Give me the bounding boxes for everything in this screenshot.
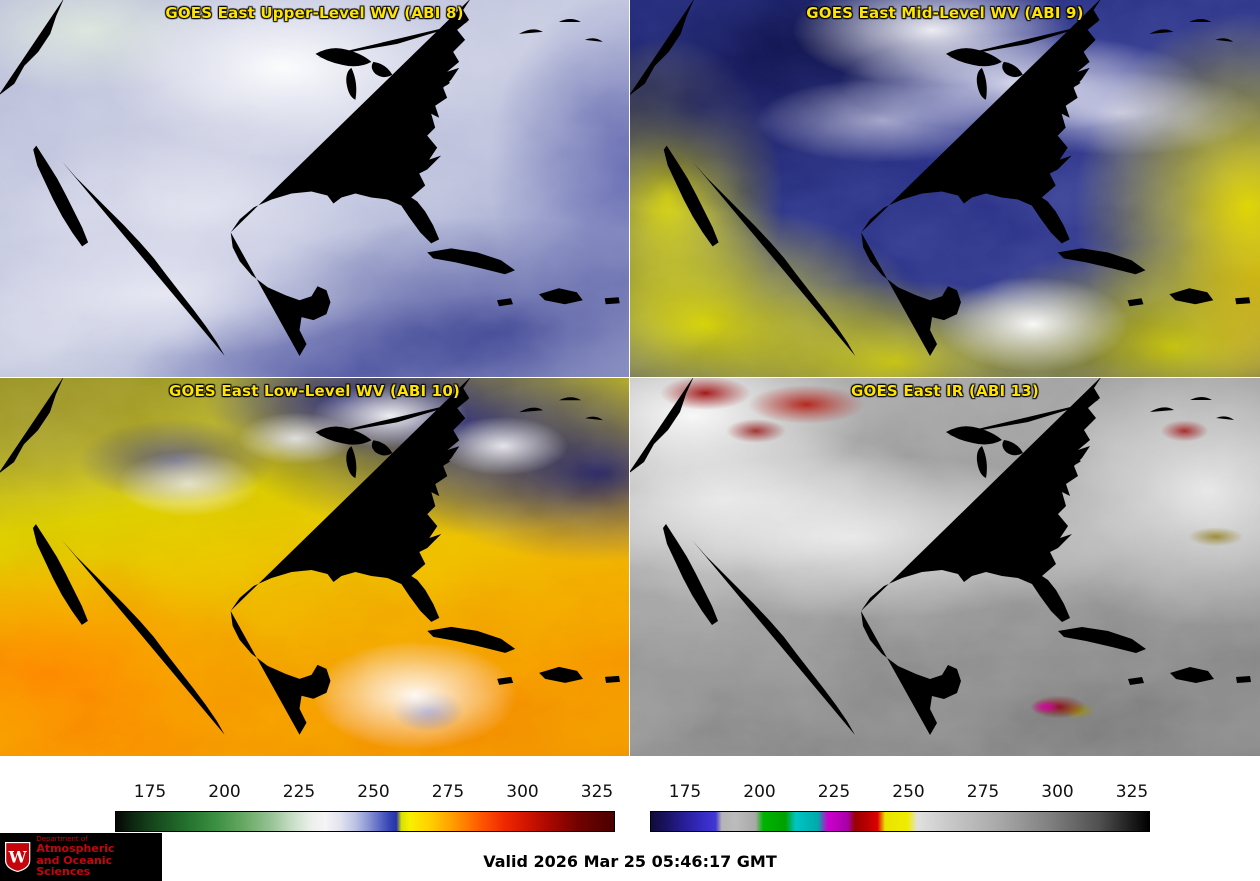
tick-label: 325 xyxy=(580,782,614,802)
tick-label: 300 xyxy=(506,782,539,802)
cloud-texture-overlay xyxy=(0,378,629,756)
tick-label: 200 xyxy=(743,782,776,802)
satellite-quadrant-grid: GOES East Upper-Level WV (ABI 8) GOES Ea… xyxy=(0,0,1260,756)
map-overlay xyxy=(0,0,620,357)
crest-letter: W xyxy=(8,848,28,867)
ir-colorbar xyxy=(650,811,1150,832)
tick-label: 300 xyxy=(1041,782,1074,802)
map-overlay xyxy=(0,378,621,735)
tick-label: 175 xyxy=(668,782,702,802)
panel-upper-level-wv: GOES East Upper-Level WV (ABI 8) xyxy=(0,0,630,378)
tick-label: 275 xyxy=(431,782,465,802)
uw-aos-logo: W Department of Atmospheric and Oceanic … xyxy=(0,833,162,881)
panel-title: GOES East IR (ABI 13) xyxy=(850,382,1039,400)
wv-colorbar-ticks: 175 200 225 250 275 300 325 xyxy=(115,782,615,804)
ir-colorbar-ticks: 175 200 225 250 275 300 325 xyxy=(650,782,1150,804)
tick-label: 250 xyxy=(357,782,390,802)
tick-label: 225 xyxy=(282,782,316,802)
tick-label: 225 xyxy=(817,782,851,802)
tick-label: 250 xyxy=(892,782,925,802)
valid-time-label: Valid 2026 Mar 25 05:46:17 GMT xyxy=(483,852,777,871)
panel-ir: GOES East IR (ABI 13) xyxy=(630,378,1260,756)
tick-label: 175 xyxy=(133,782,167,802)
footer: 175 200 225 250 275 300 325 175 200 225 … xyxy=(0,756,1260,881)
wv-colorbar xyxy=(115,811,615,832)
panel-low-level-wv: GOES East Low-Level WV (ABI 10) xyxy=(0,378,630,756)
logo-dept-line: Department of xyxy=(36,835,88,843)
cloud-texture-overlay xyxy=(0,0,629,377)
tick-label: 200 xyxy=(208,782,241,802)
panel-mid-level-wv: GOES East Mid-Level WV (ABI 9) xyxy=(630,0,1260,378)
panel-title: GOES East Low-Level WV (ABI 10) xyxy=(168,382,461,400)
map-overlay xyxy=(630,0,1251,357)
cloud-texture-overlay xyxy=(630,378,1260,756)
panel-title: GOES East Mid-Level WV (ABI 9) xyxy=(806,4,1084,22)
map-overlay xyxy=(630,378,1251,735)
logo-line-atmospheric: Atmospheric xyxy=(36,842,115,856)
cloud-texture-overlay xyxy=(630,0,1260,377)
logo-text: Department of Atmospheric and Oceanic Sc… xyxy=(36,835,158,879)
uw-crest-icon: W xyxy=(5,841,31,873)
panel-title: GOES East Upper-Level WV (ABI 8) xyxy=(165,4,464,22)
tick-label: 275 xyxy=(966,782,1000,802)
tick-label: 325 xyxy=(1115,782,1149,802)
logo-line-oceanic: and Oceanic Sciences xyxy=(36,853,113,879)
